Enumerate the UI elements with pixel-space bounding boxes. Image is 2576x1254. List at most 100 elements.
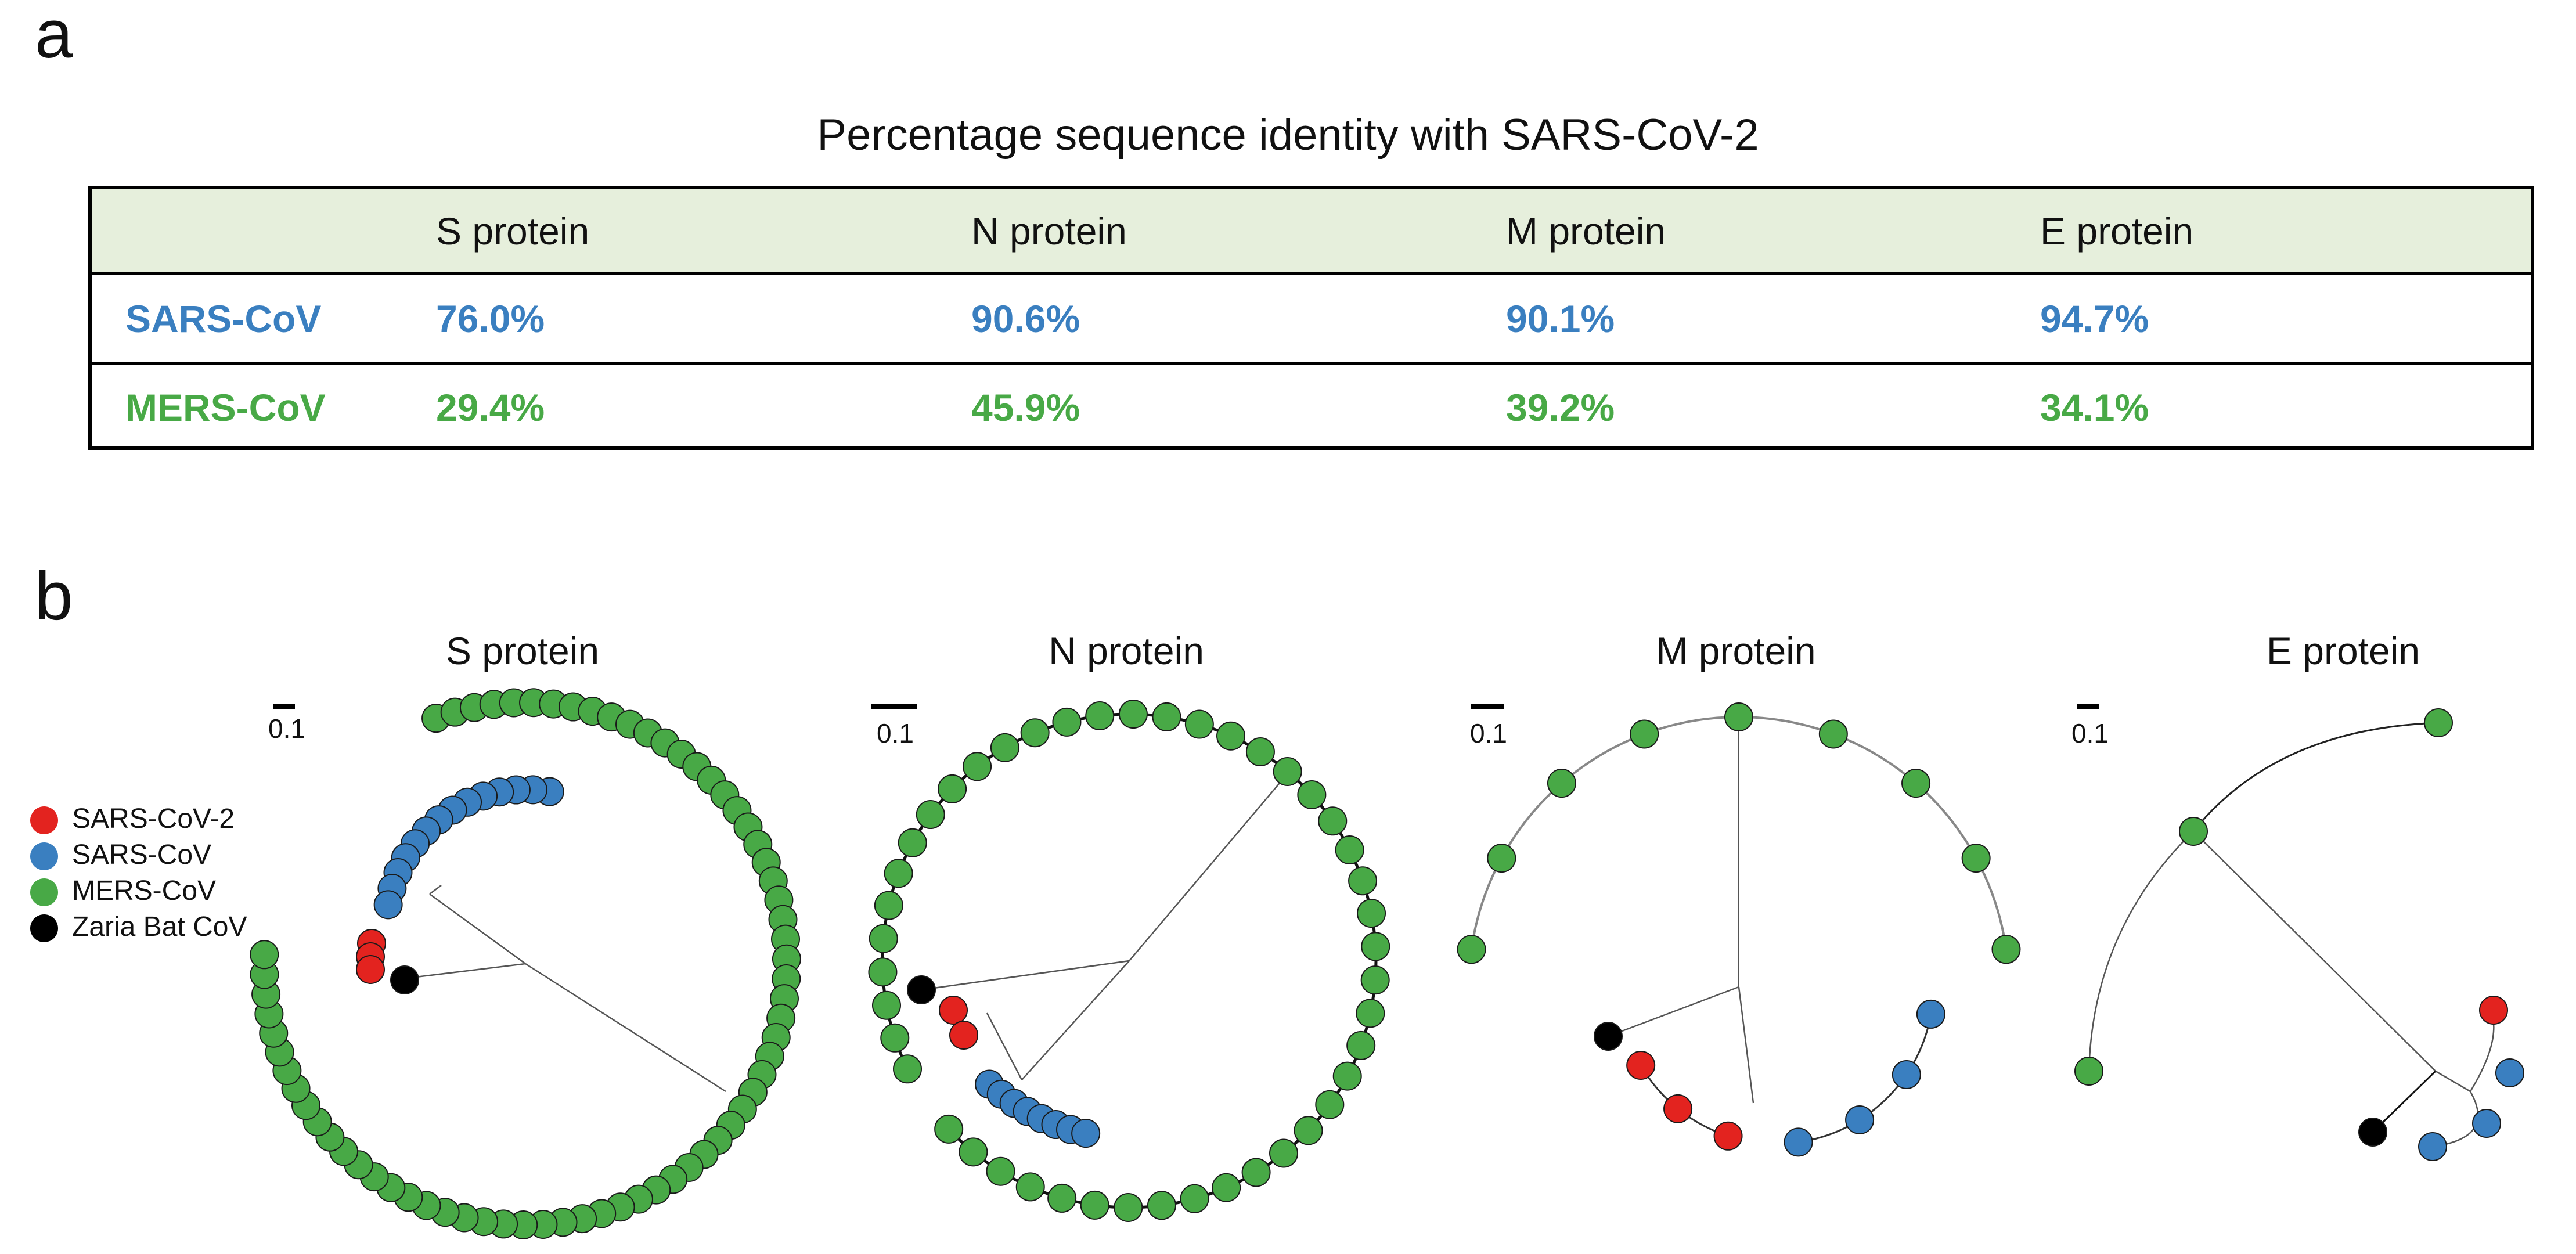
m-sars-tip bbox=[1892, 1060, 1921, 1089]
n-bat-tip bbox=[907, 975, 936, 1004]
m-mers-tip bbox=[1818, 719, 1848, 749]
s-inner bbox=[429, 885, 442, 895]
cell-sars-s: 76.0% bbox=[436, 297, 545, 340]
n-mers-tip bbox=[963, 752, 992, 781]
m-sars-tip bbox=[1845, 1105, 1875, 1134]
n-branch-mers bbox=[1129, 772, 1289, 961]
n-mers-tip bbox=[1356, 999, 1385, 1028]
m-bat-tip bbox=[1594, 1022, 1623, 1051]
e-sars-tip bbox=[2472, 1109, 2501, 1138]
n-mers-tip bbox=[1361, 932, 1390, 961]
table-row-mers-cov: MERS-CoV 29.4% 45.9% 39.2% 34.1% bbox=[92, 365, 2531, 450]
n-mers-tip bbox=[1184, 709, 1214, 739]
n-mers-tip bbox=[1212, 1173, 1241, 1202]
legend-dot-sars-cov-2 bbox=[30, 806, 58, 834]
n-mers-tip bbox=[986, 1156, 1015, 1186]
legend-dot-zaria-bat-cov bbox=[30, 914, 58, 942]
scale-bar-s bbox=[273, 704, 295, 709]
m-mers-tip bbox=[1724, 702, 1753, 732]
n-mers-tip bbox=[1020, 718, 1050, 748]
table-row-sars-cov: SARS-CoV 76.0% 90.6% 90.1% 94.7% bbox=[92, 275, 2531, 365]
e-sars2-tip bbox=[2479, 996, 2508, 1025]
s-sars-tip bbox=[373, 890, 403, 920]
n-mers-tip bbox=[893, 1054, 923, 1084]
tree-title-s-protein: S protein bbox=[445, 629, 600, 672]
row-label-mers-cov: MERS-CoV bbox=[125, 386, 326, 429]
e-branch-mers-top bbox=[2192, 722, 2439, 832]
header-cell-s-protein: S protein bbox=[436, 209, 590, 253]
m-sars-tip bbox=[1916, 999, 1945, 1029]
m-branch-bat bbox=[1608, 986, 1739, 1037]
m-mers-tip bbox=[1961, 844, 1991, 873]
tree-title-e-protein: E protein bbox=[2266, 629, 2420, 672]
n-mers-tip bbox=[1241, 1158, 1271, 1187]
n-mers-tip bbox=[1080, 1190, 1109, 1220]
n-sars2-tip bbox=[939, 996, 968, 1025]
m-sars-arc bbox=[1798, 1014, 1932, 1143]
n-mers-tip bbox=[1085, 701, 1115, 731]
panel-letter-a: a bbox=[35, 0, 73, 73]
e-sars-tip bbox=[2418, 1132, 2447, 1161]
n-mers-tip bbox=[1335, 835, 1364, 865]
n-mers-tip bbox=[1315, 1090, 1345, 1119]
n-mers-tip bbox=[1294, 1116, 1323, 1145]
panel-letter-b: b bbox=[35, 558, 73, 635]
s-branch-mers bbox=[525, 963, 726, 1093]
e-bat-tip bbox=[2358, 1118, 2387, 1147]
scale-label-n: 0.1 bbox=[877, 718, 914, 748]
m-sars2-tip bbox=[1663, 1094, 1693, 1123]
legend-label-sars-cov-2: SARS-CoV-2 bbox=[72, 803, 235, 834]
m-mers-tip bbox=[1487, 844, 1516, 873]
scale-bar-e bbox=[2077, 704, 2099, 709]
m-sars2-tip bbox=[1713, 1121, 1743, 1151]
e-branch-bat bbox=[2372, 1070, 2437, 1133]
n-mers-tip bbox=[898, 828, 927, 857]
e-branch-sars bbox=[2435, 1070, 2471, 1093]
e-mers-tip bbox=[2424, 708, 2453, 737]
e-mers-tip bbox=[2179, 817, 2208, 846]
m-sars-tip bbox=[1784, 1127, 1813, 1157]
n-mers-tip bbox=[884, 859, 913, 888]
scale-bar-n bbox=[871, 704, 917, 709]
e-branch-main bbox=[2193, 831, 2436, 1072]
m-mers-tip bbox=[1457, 935, 1486, 964]
n-mers-tip bbox=[938, 774, 967, 803]
n-mers-tip bbox=[934, 1114, 964, 1144]
cell-mers-m: 39.2% bbox=[1506, 386, 1615, 429]
cell-mers-s: 29.4% bbox=[436, 386, 545, 429]
n-mers-tip bbox=[1332, 1061, 1362, 1091]
s-branch-bat bbox=[406, 963, 526, 979]
n-mers-tip bbox=[1216, 721, 1246, 751]
n-mers-tip bbox=[869, 924, 898, 953]
n-mers-tip bbox=[1348, 866, 1378, 896]
legend-dot-mers-cov bbox=[30, 878, 58, 906]
legend-dot-sars-cov bbox=[30, 842, 58, 870]
tree-title-m-protein: M protein bbox=[1656, 629, 1816, 672]
header-cell-m-protein: M protein bbox=[1506, 209, 1666, 253]
s-mers-tip bbox=[250, 940, 279, 970]
row-label-sars-cov: SARS-CoV bbox=[125, 297, 322, 340]
cell-mers-e: 34.1% bbox=[2040, 386, 2149, 429]
legend-label-sars-cov: SARS-CoV bbox=[72, 839, 212, 870]
cell-mers-n: 45.9% bbox=[971, 386, 1080, 429]
e-branch-mers-bottom bbox=[2088, 831, 2194, 1072]
n-mers-tip bbox=[1147, 1191, 1176, 1220]
table-header-row: S protein N protein M protein E protein bbox=[92, 189, 2531, 275]
n-mers-tip bbox=[1297, 780, 1327, 809]
s-sars2-tip bbox=[356, 955, 385, 984]
n-mers-tip bbox=[868, 957, 898, 987]
e-sars-tip bbox=[2495, 1058, 2524, 1087]
cell-sars-n: 90.6% bbox=[971, 297, 1080, 340]
n-sars2-tip bbox=[949, 1021, 978, 1050]
n-mers-tip bbox=[874, 891, 903, 920]
n-branch-sars bbox=[1021, 960, 1130, 1080]
scale-bar-m bbox=[1471, 704, 1504, 709]
n-mers-tip bbox=[1346, 1030, 1376, 1060]
n-mers-tip bbox=[1118, 700, 1148, 729]
table-title: Percentage sequence identity with SARS-C… bbox=[817, 110, 1759, 160]
m-mers-tip bbox=[1991, 935, 2021, 964]
n-mers-tip bbox=[1047, 1183, 1077, 1213]
scale-label-e: 0.1 bbox=[2071, 718, 2109, 748]
n-mers-tip bbox=[1318, 806, 1348, 836]
